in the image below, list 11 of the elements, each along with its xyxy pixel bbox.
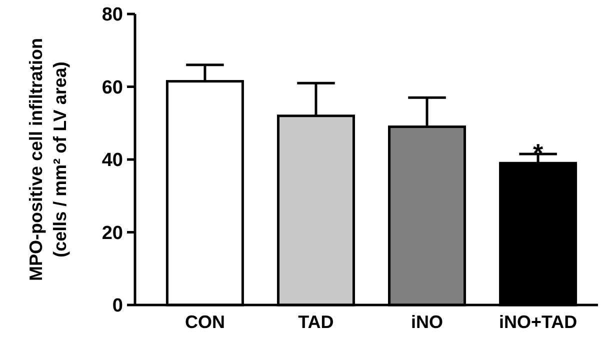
y-tick-label: 0 <box>112 296 123 317</box>
y-axis-title: MPO-positive cell infiltration (cells / mm² of LV area) <box>26 38 70 282</box>
y-tick-label: 80 <box>102 4 123 26</box>
annotation: * <box>532 138 544 168</box>
y-tick-label: 40 <box>102 150 123 172</box>
y-tick-label: 20 <box>102 222 123 244</box>
x-tick-label: iNO+TAD <box>498 312 578 332</box>
x-tick-label: CON <box>184 312 225 332</box>
x-tick-label: iNO <box>411 312 444 332</box>
x-tick-label: TAD <box>298 312 334 332</box>
y-tick-label: 60 <box>102 77 123 98</box>
